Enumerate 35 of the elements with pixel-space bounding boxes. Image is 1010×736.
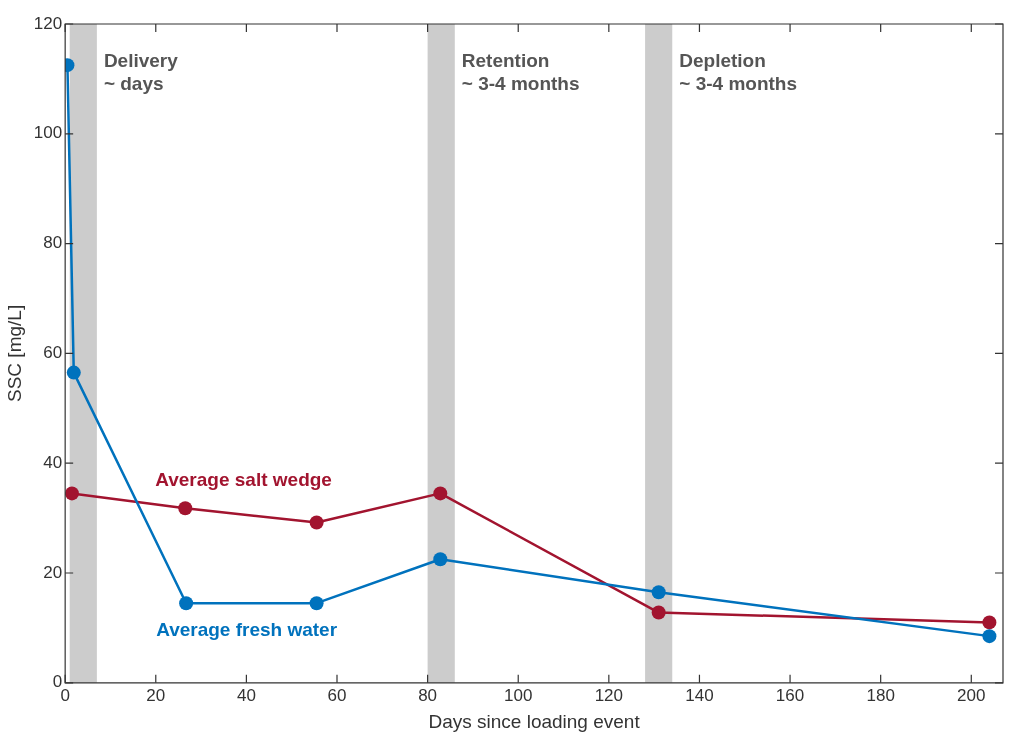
point bbox=[179, 596, 194, 611]
point bbox=[982, 615, 997, 630]
point bbox=[651, 585, 666, 600]
point bbox=[651, 605, 666, 620]
y-tick-label: 40 bbox=[43, 452, 63, 472]
band-label: Depletion ~ 3-4 months bbox=[679, 49, 797, 94]
point bbox=[433, 486, 448, 501]
point bbox=[178, 501, 193, 516]
x-tick-label: 20 bbox=[146, 685, 166, 705]
point bbox=[65, 486, 79, 501]
x-tick-label: 200 bbox=[957, 685, 986, 705]
x-tick-label: 40 bbox=[236, 685, 256, 705]
point bbox=[309, 515, 324, 530]
x-tick-label: 100 bbox=[504, 685, 533, 705]
series-label: Average salt wedge bbox=[155, 468, 332, 490]
y-tick-label: 60 bbox=[43, 343, 63, 363]
x-tick-label: 160 bbox=[775, 685, 805, 705]
x-tick-label: 80 bbox=[418, 685, 438, 705]
x-tick-label: 60 bbox=[327, 685, 347, 705]
y-tick-label: 20 bbox=[43, 562, 63, 582]
y-tick-label: 100 bbox=[33, 123, 63, 143]
x-axis-title: Days since loading event bbox=[428, 710, 641, 732]
point bbox=[66, 365, 81, 380]
point bbox=[309, 596, 324, 611]
band-label: Delivery ~ days bbox=[103, 49, 179, 94]
x-tick-label: 140 bbox=[685, 685, 714, 705]
y-axis-title: SSC [mg/L] bbox=[3, 304, 25, 402]
x-tick-label: 120 bbox=[594, 685, 624, 705]
point bbox=[433, 552, 448, 567]
y-tick-label: 80 bbox=[43, 233, 63, 253]
point bbox=[982, 629, 997, 644]
band-label: Retention ~ 3-4 months bbox=[461, 49, 580, 94]
y-tick-label: 120 bbox=[33, 13, 63, 33]
x-tick-label: 180 bbox=[866, 685, 895, 705]
series-label: Average fresh water bbox=[156, 618, 338, 640]
